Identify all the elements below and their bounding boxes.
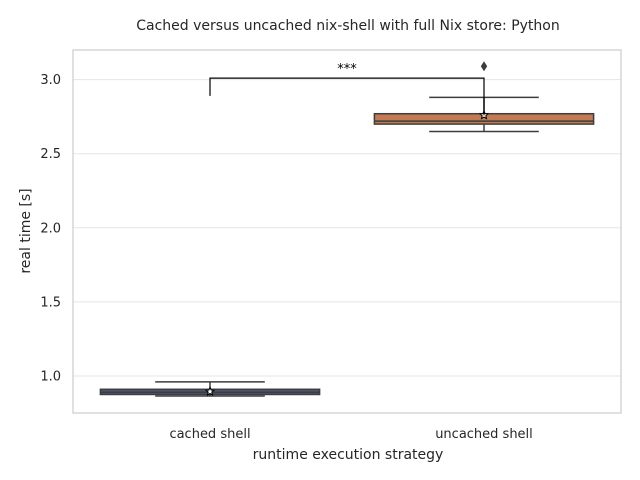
significance-annotation: *** (209, 62, 485, 116)
significance-bracket (209, 77, 485, 116)
box-group (373, 61, 595, 133)
box-group (99, 381, 321, 397)
y-tick-label: 1.0 (40, 369, 61, 384)
y-tick-label: 3.0 (40, 73, 61, 88)
chart-title: Cached versus uncached nix-shell with fu… (136, 18, 559, 34)
y-tick-label: 2.0 (40, 221, 61, 236)
y-axis-label: real time [s] (18, 188, 34, 273)
x-axis-label: runtime execution strategy (253, 447, 444, 463)
x-ticks: cached shell uncached shell (169, 427, 532, 442)
plot-frame (72, 49, 622, 414)
y-tick-label: 2.5 (40, 147, 61, 162)
mean-marker (204, 386, 216, 396)
x-tick-label: cached shell (169, 427, 250, 442)
x-tick-label: uncached shell (435, 427, 533, 442)
grid-lines (73, 79, 621, 377)
outlier-point (480, 61, 488, 72)
y-tick-label: 1.5 (40, 295, 61, 310)
significance-label: *** (337, 62, 357, 77)
y-ticks: 1.0 1.5 2.0 2.5 3.0 (40, 73, 61, 384)
boxes (99, 61, 595, 397)
